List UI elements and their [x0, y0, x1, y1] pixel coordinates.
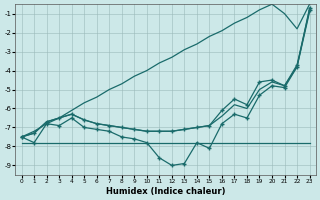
X-axis label: Humidex (Indice chaleur): Humidex (Indice chaleur) — [106, 187, 225, 196]
